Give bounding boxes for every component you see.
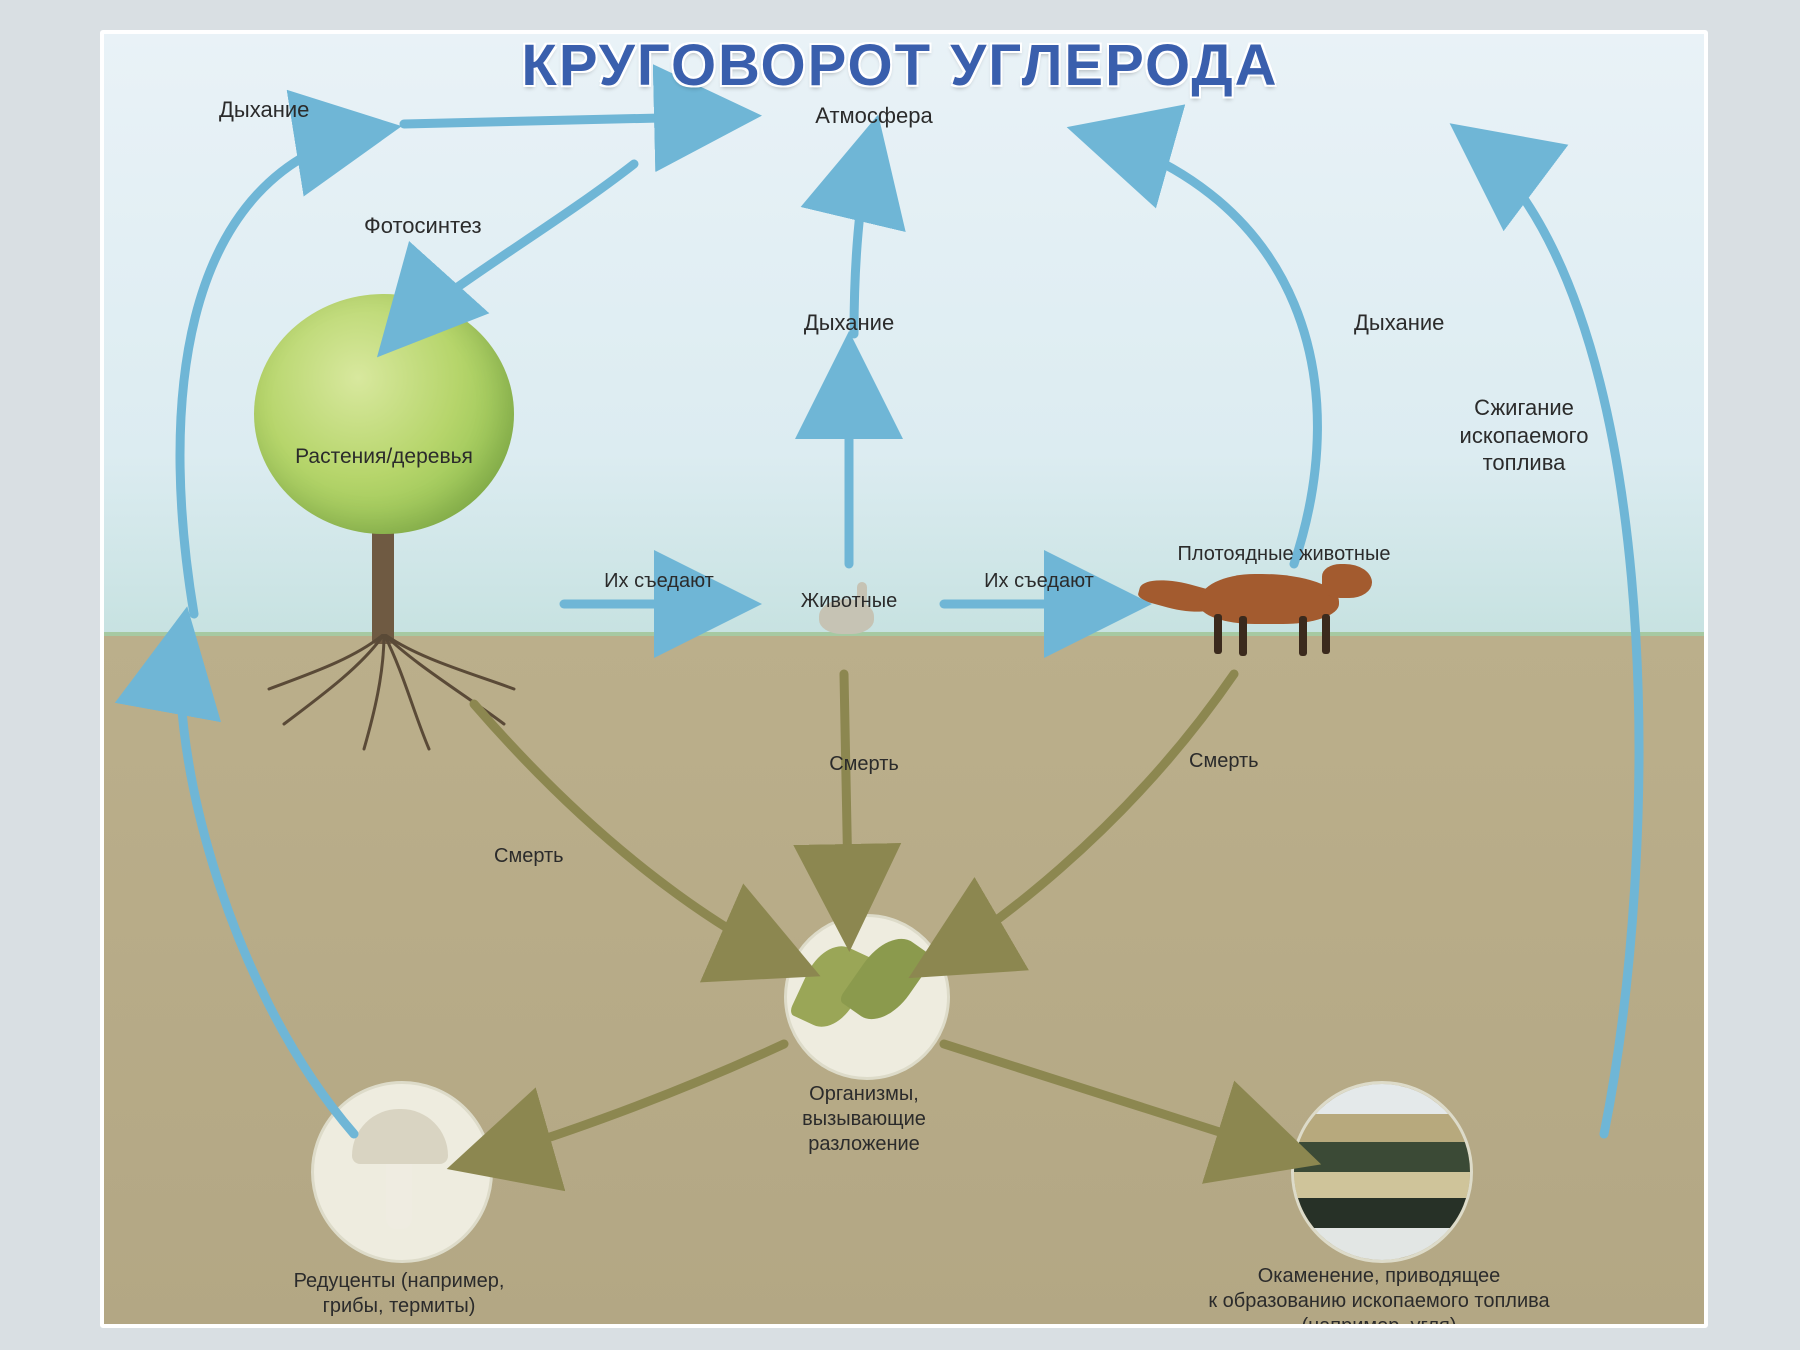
label-respiration-top-left: Дыхание: [219, 96, 309, 124]
label-atmosphere: Атмосфера: [815, 102, 932, 130]
label-burning: Сжигание ископаемого топлива: [1460, 394, 1589, 477]
label-photosynthesis: Фотосинтез: [364, 212, 482, 240]
stratum-band: [1294, 1228, 1470, 1260]
label-reducents: Редуценты (например, грибы, термиты): [294, 1269, 505, 1319]
stratum-band: [1294, 1172, 1470, 1198]
fox-leg-icon: [1299, 616, 1307, 656]
fossil-circle-icon: [1291, 1081, 1473, 1263]
label-animals: Животные: [801, 589, 897, 614]
label-eaten-2: Их съедают: [984, 569, 1094, 594]
label-decomposers: Организмы, вызывающие разложение: [802, 1082, 926, 1157]
label-death-center: Смерть: [829, 752, 899, 777]
label-respiration-right: Дыхание: [1354, 309, 1444, 337]
stratum-band: [1294, 1198, 1470, 1228]
fox-head-icon: [1322, 564, 1372, 598]
tree-roots-icon: [254, 634, 534, 764]
fox-leg-icon: [1239, 616, 1247, 656]
diagram-panel: Атмосфера Дыхание Фотосинтез Дыхание Дых…: [100, 30, 1708, 1328]
fox-leg-icon: [1214, 614, 1222, 654]
label-respiration-center: Дыхание: [804, 309, 894, 337]
fox-leg-icon: [1322, 614, 1330, 654]
label-death-left: Смерть: [494, 844, 564, 869]
label-death-right: Смерть: [1189, 749, 1259, 774]
stratum-band: [1294, 1114, 1470, 1142]
label-carnivores: Плотоядные животные: [1178, 542, 1391, 567]
label-plants: Растения/деревья: [295, 444, 473, 470]
stratum-band: [1294, 1142, 1470, 1172]
label-fossilization: Окаменение, приводящее к образованию иск…: [1208, 1264, 1549, 1328]
label-eaten-1: Их съедают: [604, 569, 714, 594]
stratum-band: [1294, 1084, 1470, 1114]
tree-canopy-icon: [254, 294, 514, 534]
